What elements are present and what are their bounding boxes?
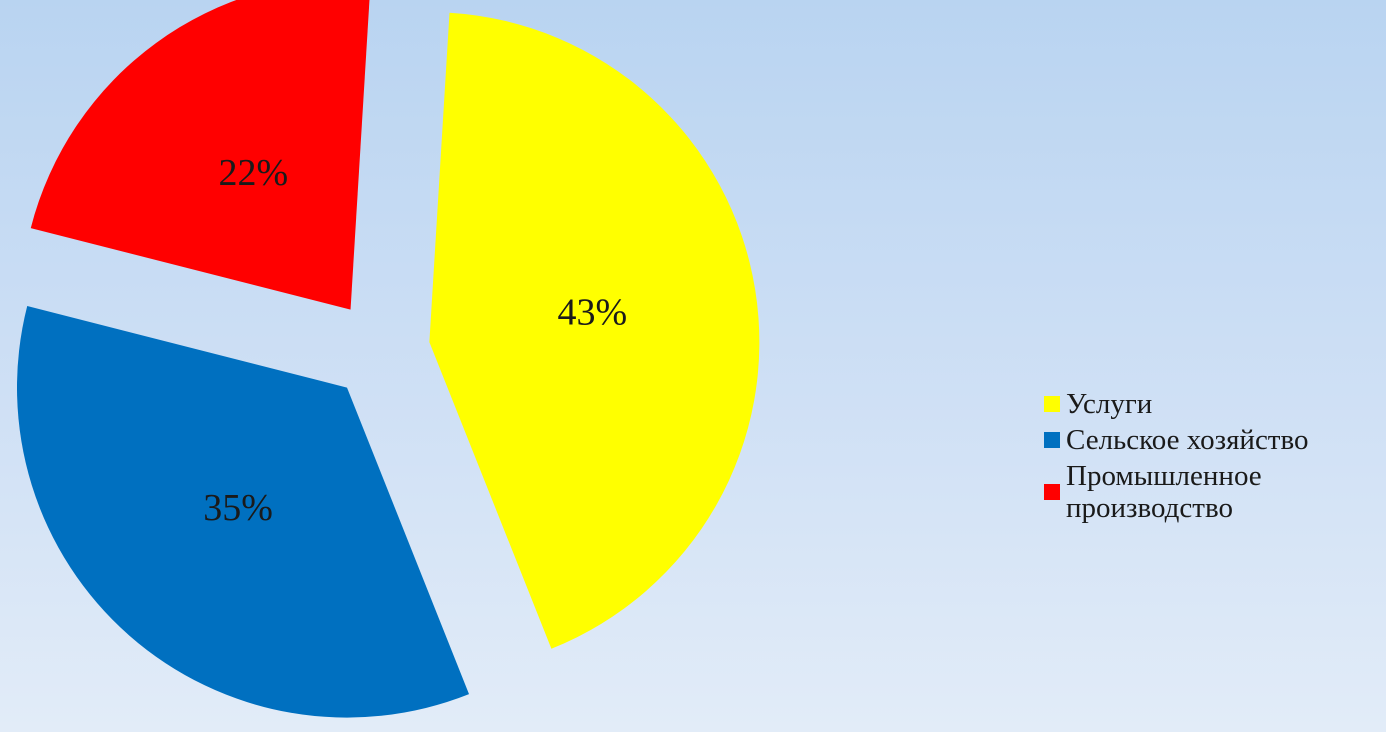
legend-swatch-services [1044, 396, 1060, 412]
pie-slice-services [429, 12, 760, 649]
legend-label-services: Услуги [1066, 388, 1153, 420]
legend-label-industry: Промышленное производство [1066, 460, 1262, 524]
pie-slice-label-industry: 22% [218, 152, 288, 194]
legend-item-agriculture: Сельское хозяйство [1044, 424, 1384, 456]
chart-legend: Услуги Сельское хозяйство Промышленное п… [1044, 388, 1384, 528]
legend-item-industry: Промышленное производство [1044, 460, 1384, 524]
pie-slice-label-agriculture: 35% [203, 487, 273, 529]
legend-swatch-agriculture [1044, 432, 1060, 448]
legend-swatch-industry [1044, 484, 1060, 500]
legend-label-agriculture: Сельское хозяйство [1066, 424, 1309, 456]
pie-slice-industry [30, 0, 370, 310]
pie-slice-agriculture [16, 306, 470, 718]
legend-item-services: Услуги [1044, 388, 1384, 420]
pie-slice-label-services: 43% [557, 292, 627, 334]
